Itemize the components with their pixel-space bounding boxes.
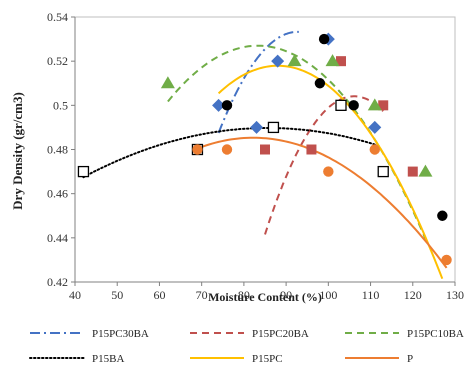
x-tick-label: 90 (280, 288, 292, 302)
data-point-p15pc30ba (368, 120, 382, 134)
x-tick-label: 40 (69, 288, 81, 302)
legend-label: P15PC20BA (252, 328, 309, 340)
y-tick-label: 0.52 (47, 54, 68, 68)
data-point-p15pc (314, 78, 326, 89)
y-tick-label: 0.5 (53, 98, 68, 112)
fit-line-p15pc30ba (217, 30, 299, 134)
data-point-p15ba (377, 165, 389, 178)
data-point-p15pc20ba (260, 144, 270, 155)
data-point-p15pc (348, 100, 359, 111)
fit-lines (82, 30, 448, 280)
legend-label: P15PC10BA (407, 328, 464, 340)
data-point-p15pc10ba (418, 164, 433, 177)
data-point-p15pc (437, 210, 448, 221)
x-axis-label: Moisture Content (%) (208, 290, 322, 304)
x-tick-label: 110 (362, 288, 380, 302)
legend-label: P15PC (252, 353, 283, 365)
data-point-p15pc20ba (378, 100, 389, 111)
x-tick-label: 80 (238, 288, 250, 302)
x-tick-label: 60 (153, 288, 165, 302)
fit-line-p15ba (82, 127, 380, 179)
data-point-p15pc20ba (336, 56, 346, 67)
fit-line-p15pc20ba (264, 95, 384, 235)
legend: P15PC30BA P15PC20BA P15PC10BA P15BA P15PC P (29, 328, 464, 365)
x-tick-label: 120 (404, 288, 422, 302)
y-tick-label: 0.46 (47, 187, 68, 201)
data-point-p15pc30ba (250, 120, 264, 134)
ticks: 40 50 60 70 80 90 100 110 120 130 0.42 0.44 0.46 0.48… (47, 10, 464, 302)
fit-line-p15pc10ba (167, 44, 427, 239)
legend-label: P15PC30BA (92, 328, 149, 340)
data-point-p15pc (221, 100, 233, 111)
data-point-p15ba (267, 121, 280, 134)
data-point-p15pc (318, 33, 330, 45)
data-point-p (323, 166, 334, 177)
data-point-p15pc20ba (407, 166, 418, 177)
data-point-p (369, 144, 380, 155)
data-point-p (192, 144, 203, 155)
x-tick-label: 100 (319, 288, 337, 302)
y-tick-label: 0.44 (47, 231, 68, 245)
y-tick-label: 0.48 (47, 143, 68, 157)
legend-label: P15BA (92, 353, 124, 365)
data-point-p (441, 254, 452, 266)
legend-label: P (407, 353, 413, 365)
data-point-p15pc10ba (325, 54, 340, 67)
data-point-p15pc10ba (287, 54, 302, 67)
data-point-p15pc30ba (271, 54, 285, 68)
fit-line-p (192, 136, 448, 269)
x-tick-label: 50 (111, 288, 123, 302)
data-point-p15ba (335, 99, 347, 111)
y-tick-label: 0.42 (47, 275, 68, 289)
markers (77, 32, 452, 266)
fit-line-p15pc (217, 64, 444, 280)
data-point-p15pc30ba (212, 98, 226, 112)
data-point-p15pc20ba (306, 144, 317, 155)
y-axis-label: Dry Density (gr/cm3) (10, 92, 25, 210)
data-point-p15ba (77, 165, 90, 178)
data-point-p15pc10ba (367, 98, 382, 111)
x-tick-label: 130 (446, 288, 464, 302)
data-point-p (221, 144, 233, 155)
x-tick-label: 70 (196, 288, 208, 302)
data-point-p15pc10ba (160, 76, 175, 89)
y-tick-label: 0.54 (47, 10, 68, 24)
